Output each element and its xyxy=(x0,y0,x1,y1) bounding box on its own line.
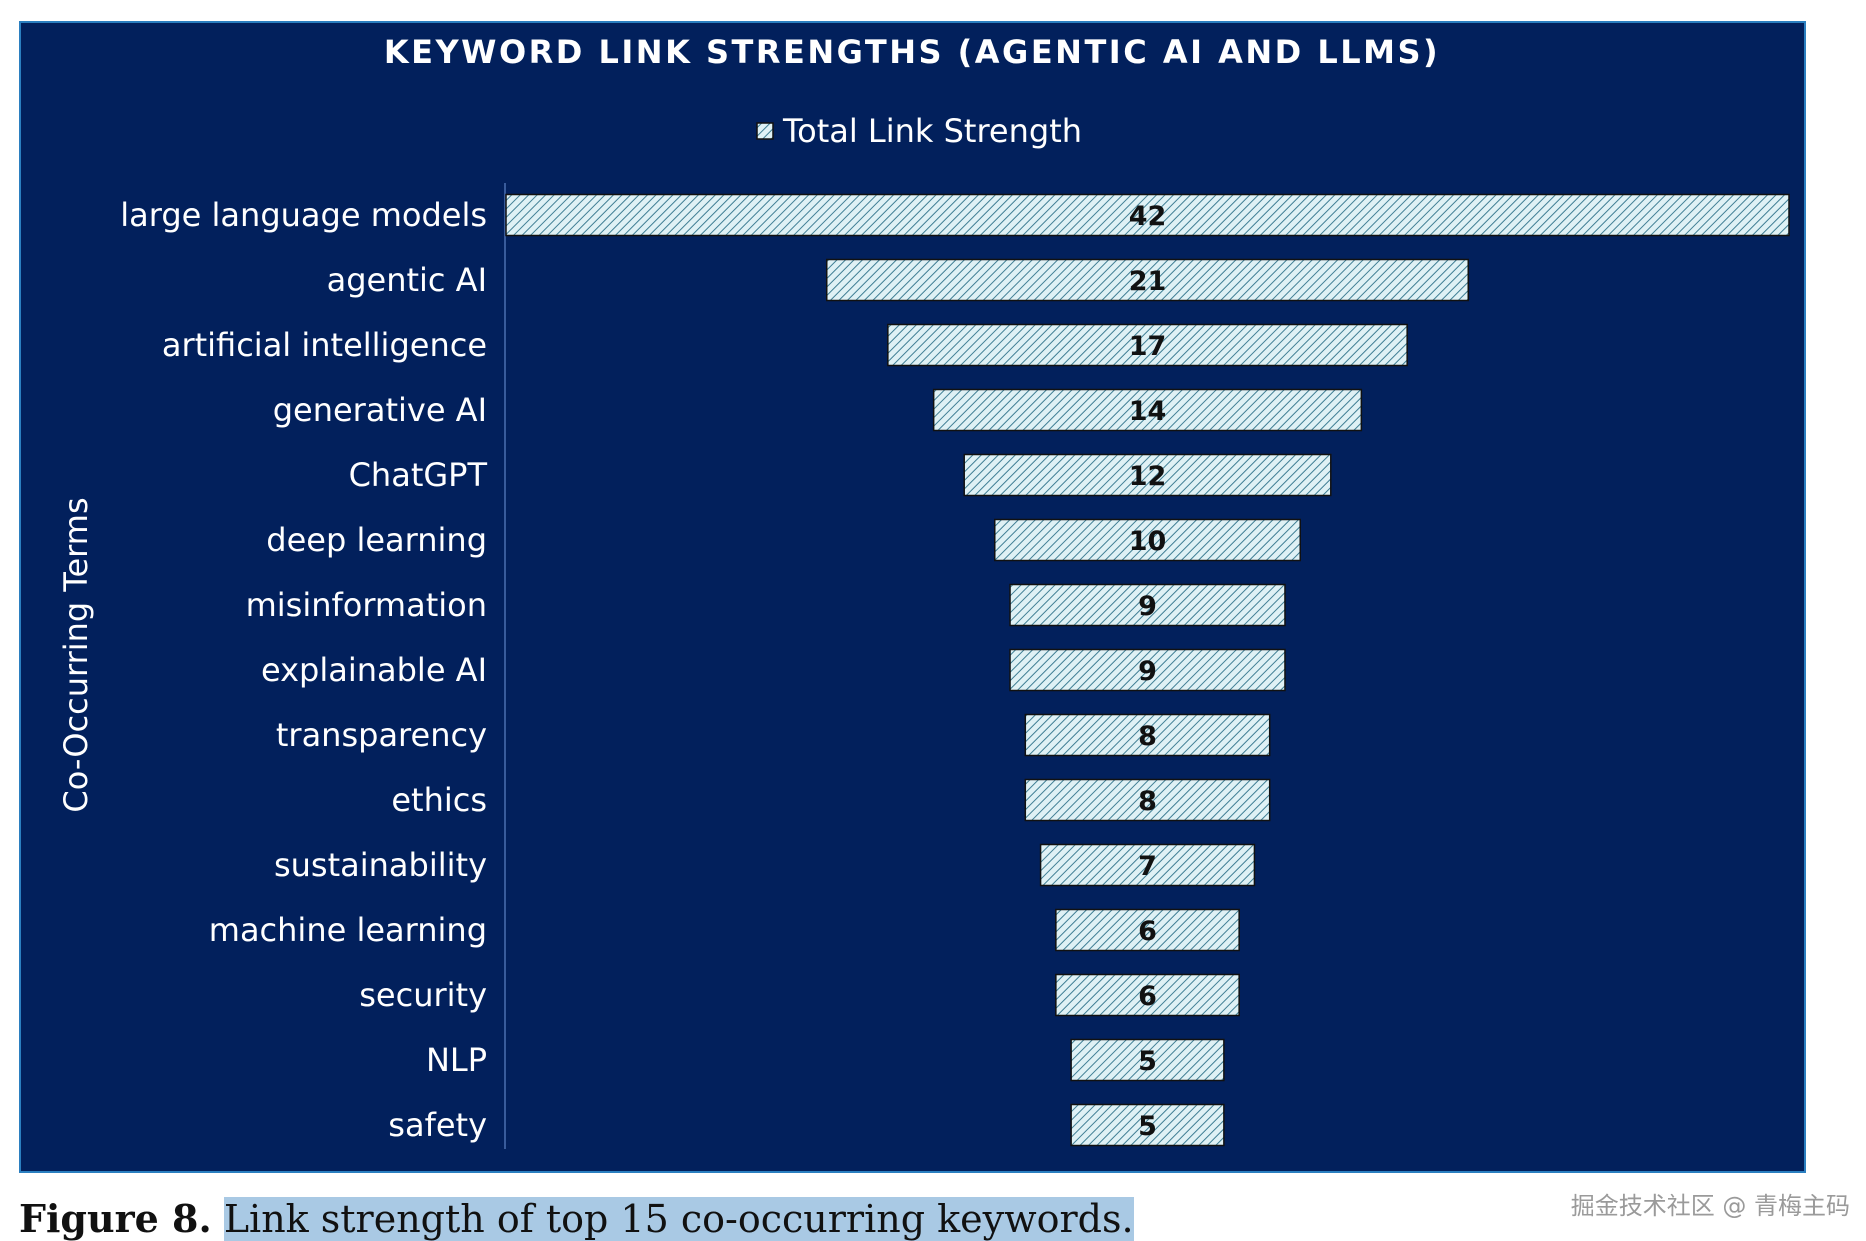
data-label: 12 xyxy=(1129,461,1167,492)
category-label: generative AI xyxy=(273,391,487,429)
data-label: 10 xyxy=(1129,526,1167,557)
chart-panel: KEYWORD LINK STRENGTHS (AGENTIC AI AND L… xyxy=(19,21,1806,1173)
bar xyxy=(1009,583,1286,627)
category-label: explainable AI xyxy=(261,651,487,689)
figure-caption: Figure 8. Link strength of top 15 co-occ… xyxy=(19,1196,1134,1241)
data-label: 42 xyxy=(1129,201,1167,232)
data-label: 8 xyxy=(1138,721,1157,752)
bar xyxy=(963,453,1332,497)
bar xyxy=(1055,973,1240,1017)
legend-label: Total Link Strength xyxy=(782,112,1082,150)
watermark: 掘金技术社区 @ 青梅主码 xyxy=(1570,1192,1850,1220)
bar xyxy=(505,193,1790,237)
category-label: NLP xyxy=(426,1041,487,1079)
bar xyxy=(826,258,1469,302)
category-label: ethics xyxy=(391,781,487,819)
bar xyxy=(1070,1038,1225,1082)
data-label: 17 xyxy=(1129,331,1167,362)
category-label: sustainability xyxy=(274,846,487,884)
legend-swatch xyxy=(756,122,774,140)
category-label: safety xyxy=(388,1106,487,1144)
data-label: 14 xyxy=(1129,396,1167,427)
bar xyxy=(887,323,1408,367)
legend: Total Link Strength xyxy=(756,112,1082,150)
category-label: transparency xyxy=(276,716,487,754)
data-label: 8 xyxy=(1138,786,1157,817)
data-label: 7 xyxy=(1138,851,1157,882)
data-label: 21 xyxy=(1129,266,1167,297)
category-label: artificial intelligence xyxy=(162,326,487,364)
bar xyxy=(994,518,1301,562)
category-label: ChatGPT xyxy=(349,456,488,494)
category-label: large language models xyxy=(120,196,487,234)
figure-caption-text: Link strength of top 15 co-occurring key… xyxy=(223,1197,1134,1241)
data-label: 5 xyxy=(1138,1046,1157,1077)
bar xyxy=(1055,908,1240,952)
data-label: 9 xyxy=(1138,591,1157,622)
data-label: 6 xyxy=(1138,916,1157,947)
category-label: deep learning xyxy=(266,521,487,559)
category-label: agentic AI xyxy=(327,261,487,299)
bar xyxy=(1070,1103,1225,1147)
bars-group: large language models 42 agentic AI 21 artif… xyxy=(120,193,1790,1147)
y-axis-label: Co-Occurring Terms xyxy=(57,497,95,812)
bar xyxy=(1039,843,1256,887)
chart-svg: KEYWORD LINK STRENGTHS (AGENTIC AI AND L… xyxy=(57,33,1790,1149)
bar xyxy=(932,388,1363,432)
bar xyxy=(1009,648,1286,692)
bar xyxy=(1024,778,1271,822)
category-label: security xyxy=(359,976,487,1014)
bar xyxy=(1024,713,1271,757)
category-label: machine learning xyxy=(209,911,487,949)
category-label: misinformation xyxy=(246,586,487,624)
chart-title: KEYWORD LINK STRENGTHS (AGENTIC AI AND L… xyxy=(384,33,1440,71)
figure-number: Figure 8. xyxy=(19,1196,212,1241)
data-label: 6 xyxy=(1138,981,1157,1012)
data-label: 9 xyxy=(1138,656,1157,687)
data-label: 5 xyxy=(1138,1111,1157,1142)
